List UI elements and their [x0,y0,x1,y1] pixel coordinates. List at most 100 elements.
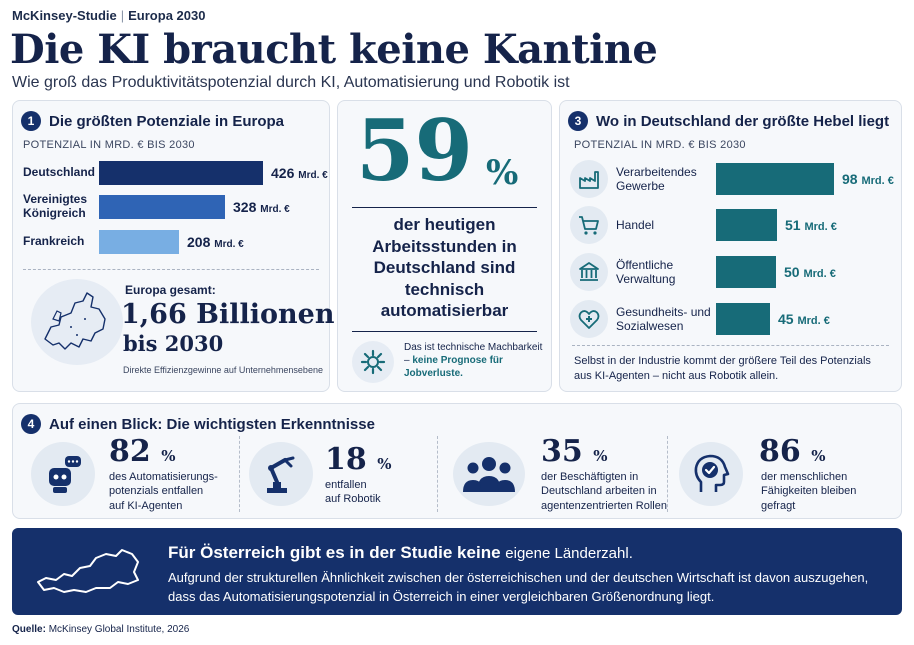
germany-sector-value: 51 Mrd. € [785,217,837,233]
germany-sector-bar [716,209,777,241]
europe-bar-row: Deutschland 426 Mrd. € [23,159,328,187]
europe-bar-value: 426 Mrd. € [271,165,328,181]
europe-total-year: bis 2030 [123,331,224,356]
kpi-agent-roles-value: 35 % [541,434,607,469]
austria-map-icon [34,544,144,605]
germany-sector-value-number: 45 [778,311,798,327]
europe-bar-value-number: 426 [271,165,299,181]
kpi-robotics-description: entfallen auf Robotik [325,478,381,507]
card4-number-badge: 4 [21,414,41,434]
kicker-separator: | [120,8,125,23]
europe-bar [99,230,179,254]
europe-bar-row: Frankreich 208 Mrd. € [23,228,244,256]
kpi-3-number: 35 [541,434,583,469]
kpi-human-skills-description: der menschlichen Fähigkeiten bleiben gef… [761,470,856,513]
kpi-3-desc-line-2: Deutschland arbeiten in [541,485,657,498]
kpi-3-desc-line-1: der Beschäftigten in [541,471,639,483]
europe-bar-label: Deutschland [23,165,96,180]
germany-sector-value-number: 51 [785,217,805,233]
germany-sector-value: 50 Mrd. € [784,264,836,280]
banner-title-light: eigene Länderzahl. [505,545,633,562]
germany-sectors-card: 3 Wo in Deutschland der größte Hebel lie… [559,100,902,392]
card3-divider [572,345,889,346]
europe-bar-value-number: 328 [233,199,261,215]
card4-title: 4 Auf einen Blick: Die wichtigsten Erken… [21,414,375,434]
card4-title-text: Auf einen Blick: Die wichtigsten Erkennt… [49,415,375,433]
kpi-3-unit: % [593,447,608,465]
kpi-human-skills: 86 % der menschlichen Fähigkeiten bleibe… [679,434,889,518]
europe-potential-card: 1 Die größten Potenziale in Europa POTEN… [12,100,363,392]
card3-title: 3 Wo in Deutschland der größte Hebel lie… [568,111,889,131]
automation-share-card: 59 % der heutigen Arbeitsstunden in Deut… [337,100,552,392]
germany-sector-bar [716,256,776,288]
key-findings-card: 4 Auf einen Blick: Die wichtigsten Erken… [12,403,902,519]
kpi-ai-agents-description: des Automatisierungs- potenzials entfall… [109,470,218,513]
europe-bar-value: 208 Mrd. € [187,234,244,250]
kpi-separator-2 [437,436,438,512]
germany-sector-row: Verarbeitendes Gewerbe 98 Mrd. € [570,159,900,199]
kpi-robotics-value: 18 % [325,442,391,477]
europe-total-value: 1,66 Billionen € [121,299,363,330]
kpi-2-number: 18 [325,442,367,477]
austria-banner: Für Österreich gibt es in der Studie kei… [12,528,902,615]
germany-sector-bar [716,303,770,335]
europe-bar [99,161,263,185]
kpi-4-unit: % [811,447,826,465]
europe-bar-value-unit: Mrd. € [298,170,328,181]
card3-axis-caption: POTENZIAL IN MRD. € BIS 2030 [574,139,746,151]
robot-arm-icon [249,442,313,506]
feasibility-note-highlight: keine Prognose für Jobverluste. [404,355,503,379]
banner-text: Aufgrund der strukturellen Ähnlichkeit z… [168,570,869,604]
germany-sector-value-number: 98 [842,171,862,187]
kpi-1-unit: % [161,447,176,465]
head-check-icon [679,442,743,506]
big-percentage-unit: % [486,153,519,193]
banner-title: Für Österreich gibt es in der Studie kei… [168,543,633,563]
kicker-study: McKinsey-Studie [12,8,117,23]
germany-sector-bar [716,163,834,195]
source-text: McKinsey Global Institute, 2026 [48,624,190,635]
kpi-agent-roles-description: der Beschäftigten in Deutschland arbeite… [541,470,667,513]
kpi-4-desc-line-1: der menschlichen [761,471,848,483]
germany-sector-value-unit: Mrd. € [803,268,836,280]
kpi-robotics: 18 % entfallen auf Robotik [249,434,429,518]
germany-sector-value-unit: Mrd. € [804,221,837,233]
europe-bar-label: Frankreich [23,234,85,249]
robot-chat-icon [31,442,95,506]
kpi-2-desc-line-2: auf Robotik [325,493,381,506]
germany-sector-note: Selbst in der Industrie kommt der größer… [574,355,871,382]
kpi-ai-agents: 82 % des Automatisierungs- potenzials en… [31,434,231,518]
europe-bar-value: 328 Mrd. € [233,199,290,215]
shopping-cart-icon [570,206,608,244]
page-title: Die KI braucht keine Kantine [10,26,658,73]
europe-bar-value-number: 208 [187,234,215,250]
card1-number-badge: 1 [21,111,41,131]
kpi-2-desc-line-1: entfallen [325,479,367,491]
kpi-ai-agents-value: 82 % [109,434,175,469]
germany-sector-value-unit: Mrd. € [797,315,830,327]
kpi-1-desc-line-3: auf KI-Agenten [109,499,183,512]
europe-total-label: Europa gesamt: [125,283,216,297]
europe-bar-row: Vereinigtes Königreich 328 Mrd. € [23,192,290,221]
kpi-2-unit: % [377,455,392,473]
europe-total-note: Direkte Effizienzgewinne auf Unternehmen… [123,365,323,375]
card2-top-rule [352,207,537,208]
kpi-1-desc-line-2: potenzials entfallen [109,485,204,498]
kpi-agent-roles: 35 % der Beschäftigten in Deutschland ar… [453,434,667,518]
kpi-4-desc-line-3: gefragt [761,499,796,512]
feasibility-note: Das ist technische Machbarkeit – keine P… [404,341,544,380]
germany-sector-label: Gesundheits- und Sozialwesen [616,304,711,333]
factory-icon [570,160,608,198]
germany-sector-label: Verarbeitendes Gewerbe [616,164,697,193]
government-building-icon [570,253,608,291]
big-percentage: 59 [356,101,473,200]
card3-title-text: Wo in Deutschland der größte Hebel liegt [596,112,890,130]
gear-icon [352,341,394,383]
card1-title: 1 Die größten Potenziale in Europa [21,111,284,131]
card1-title-text: Die größten Potenziale in Europa [49,112,285,130]
people-group-icon [453,442,525,506]
card2-bottom-rule [352,331,537,332]
source-label: Quelle: [12,624,46,635]
card3-number-badge: 3 [568,111,588,131]
germany-sector-row: Gesundheits- und Sozialwesen 45 Mrd. € [570,299,900,339]
